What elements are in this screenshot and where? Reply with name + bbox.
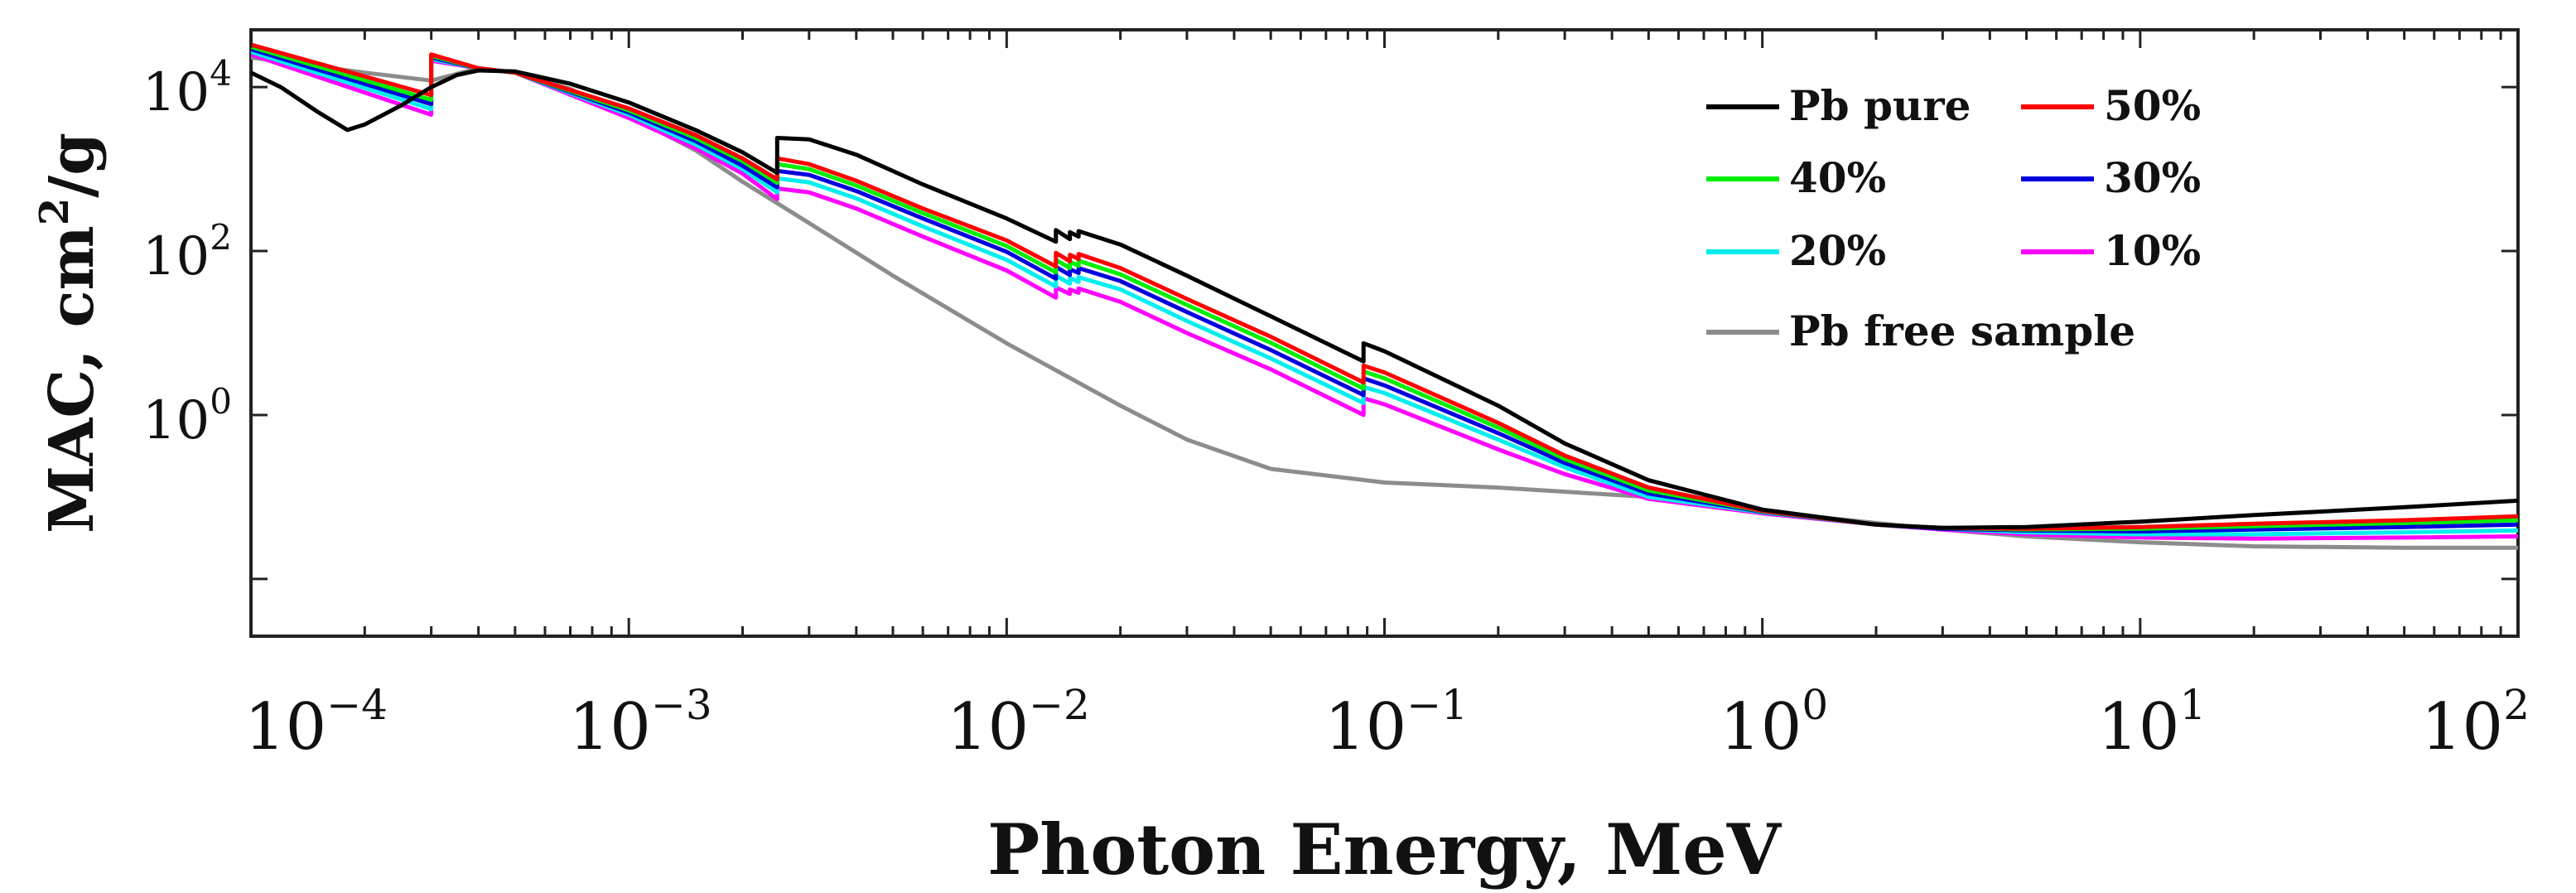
- legend-item: 20%: [1706, 226, 1886, 275]
- legend-item: 10%: [2021, 226, 2201, 275]
- y-tick-label: 104: [142, 53, 232, 123]
- x-tick-label: 101: [2097, 681, 2206, 765]
- x-axis-label: Photon Energy, MeV: [987, 809, 1782, 891]
- x-tick-label: 10−2: [947, 681, 1090, 765]
- legend-label: 40%: [1789, 153, 1886, 202]
- legend-label: 50%: [2104, 81, 2201, 130]
- tick-layer: [249, 30, 2518, 636]
- y-tick-label: 102: [142, 217, 232, 287]
- series-layer: [251, 42, 2518, 550]
- legend-label: 20%: [1789, 226, 1886, 275]
- legend: Pb pure 50% 40% 30% 20% 10% Pb free sample: [1706, 81, 2201, 355]
- x-tick-label: 10−3: [569, 681, 712, 765]
- x-tick-labels: 10−4 10−3 10−2 10−1 100 101 102: [244, 681, 2530, 765]
- legend-item: 30%: [2021, 153, 2201, 202]
- x-tick-label: 102: [2421, 681, 2530, 765]
- legend-label: 10%: [2104, 226, 2201, 275]
- legend-label: 30%: [2104, 153, 2201, 202]
- y-axis-label-sup: 2: [31, 198, 78, 225]
- y-axis-label-suffix: /g: [36, 133, 108, 198]
- y-axis-label-prefix: MAC, cm: [36, 225, 108, 533]
- x-tick-label: 10−4: [244, 681, 388, 765]
- x-tick-label: 10−1: [1324, 681, 1468, 765]
- x-tick-label: 100: [1720, 681, 1828, 765]
- legend-label: Pb pure: [1789, 81, 1971, 130]
- legend-item: 40%: [1706, 153, 1886, 202]
- legend-label: Pb free sample: [1789, 307, 2135, 355]
- legend-item: Pb free sample: [1706, 307, 2135, 355]
- legend-item: Pb pure: [1706, 81, 1971, 130]
- y-tick-label: 100: [142, 381, 232, 451]
- series-line-pb-pure: [251, 68, 2518, 530]
- legend-item: 50%: [2021, 81, 2201, 130]
- y-tick-labels: 100 102 104: [142, 53, 232, 451]
- y-axis-label: MAC, cm2/g: [31, 133, 108, 533]
